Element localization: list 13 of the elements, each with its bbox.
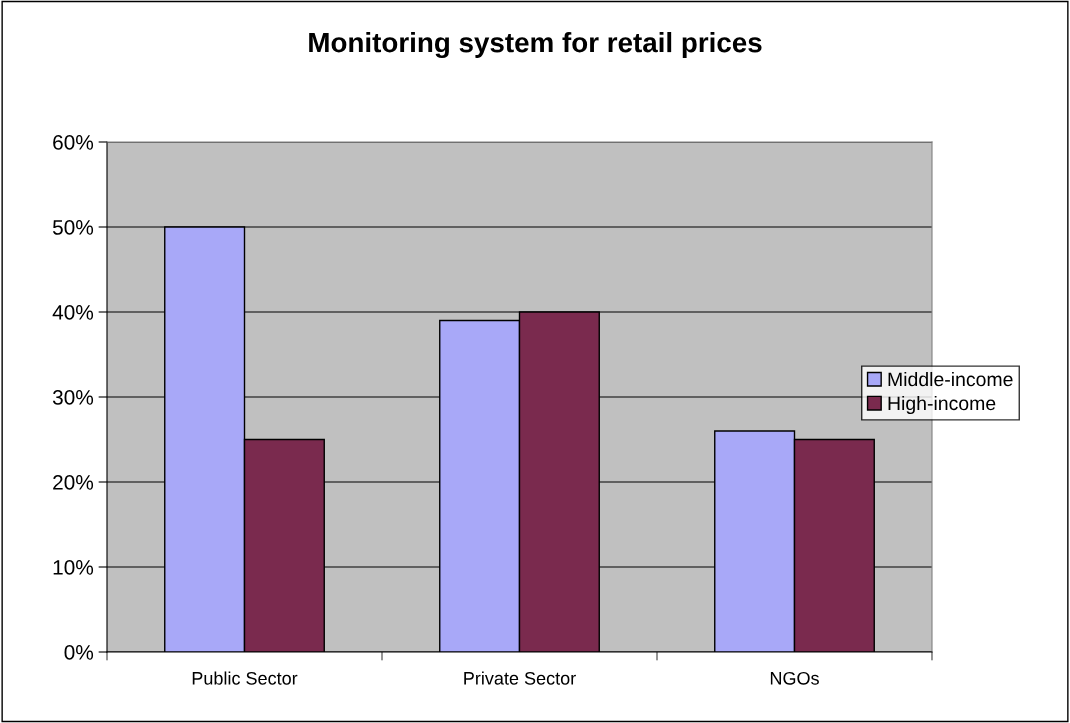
x-tick-label: NGOs xyxy=(770,671,819,685)
y-tick-label: 10% xyxy=(53,560,94,575)
y-tick-label: 0% xyxy=(64,645,94,660)
x-tick-label: Private Sector xyxy=(464,671,576,685)
y-tick-label: 20% xyxy=(53,475,94,490)
x-tick-label: Public Sector xyxy=(192,671,298,685)
y-tick-label: 30% xyxy=(52,390,94,405)
legend-label: Middle-income xyxy=(888,371,1013,387)
y-tick-label: 60% xyxy=(53,135,94,150)
y-tick-label: 50% xyxy=(52,220,94,235)
legend-label: High-income xyxy=(888,395,996,415)
y-tick-label: 40% xyxy=(52,305,94,320)
chart-title: Monitoring system for retail prices xyxy=(309,31,762,59)
